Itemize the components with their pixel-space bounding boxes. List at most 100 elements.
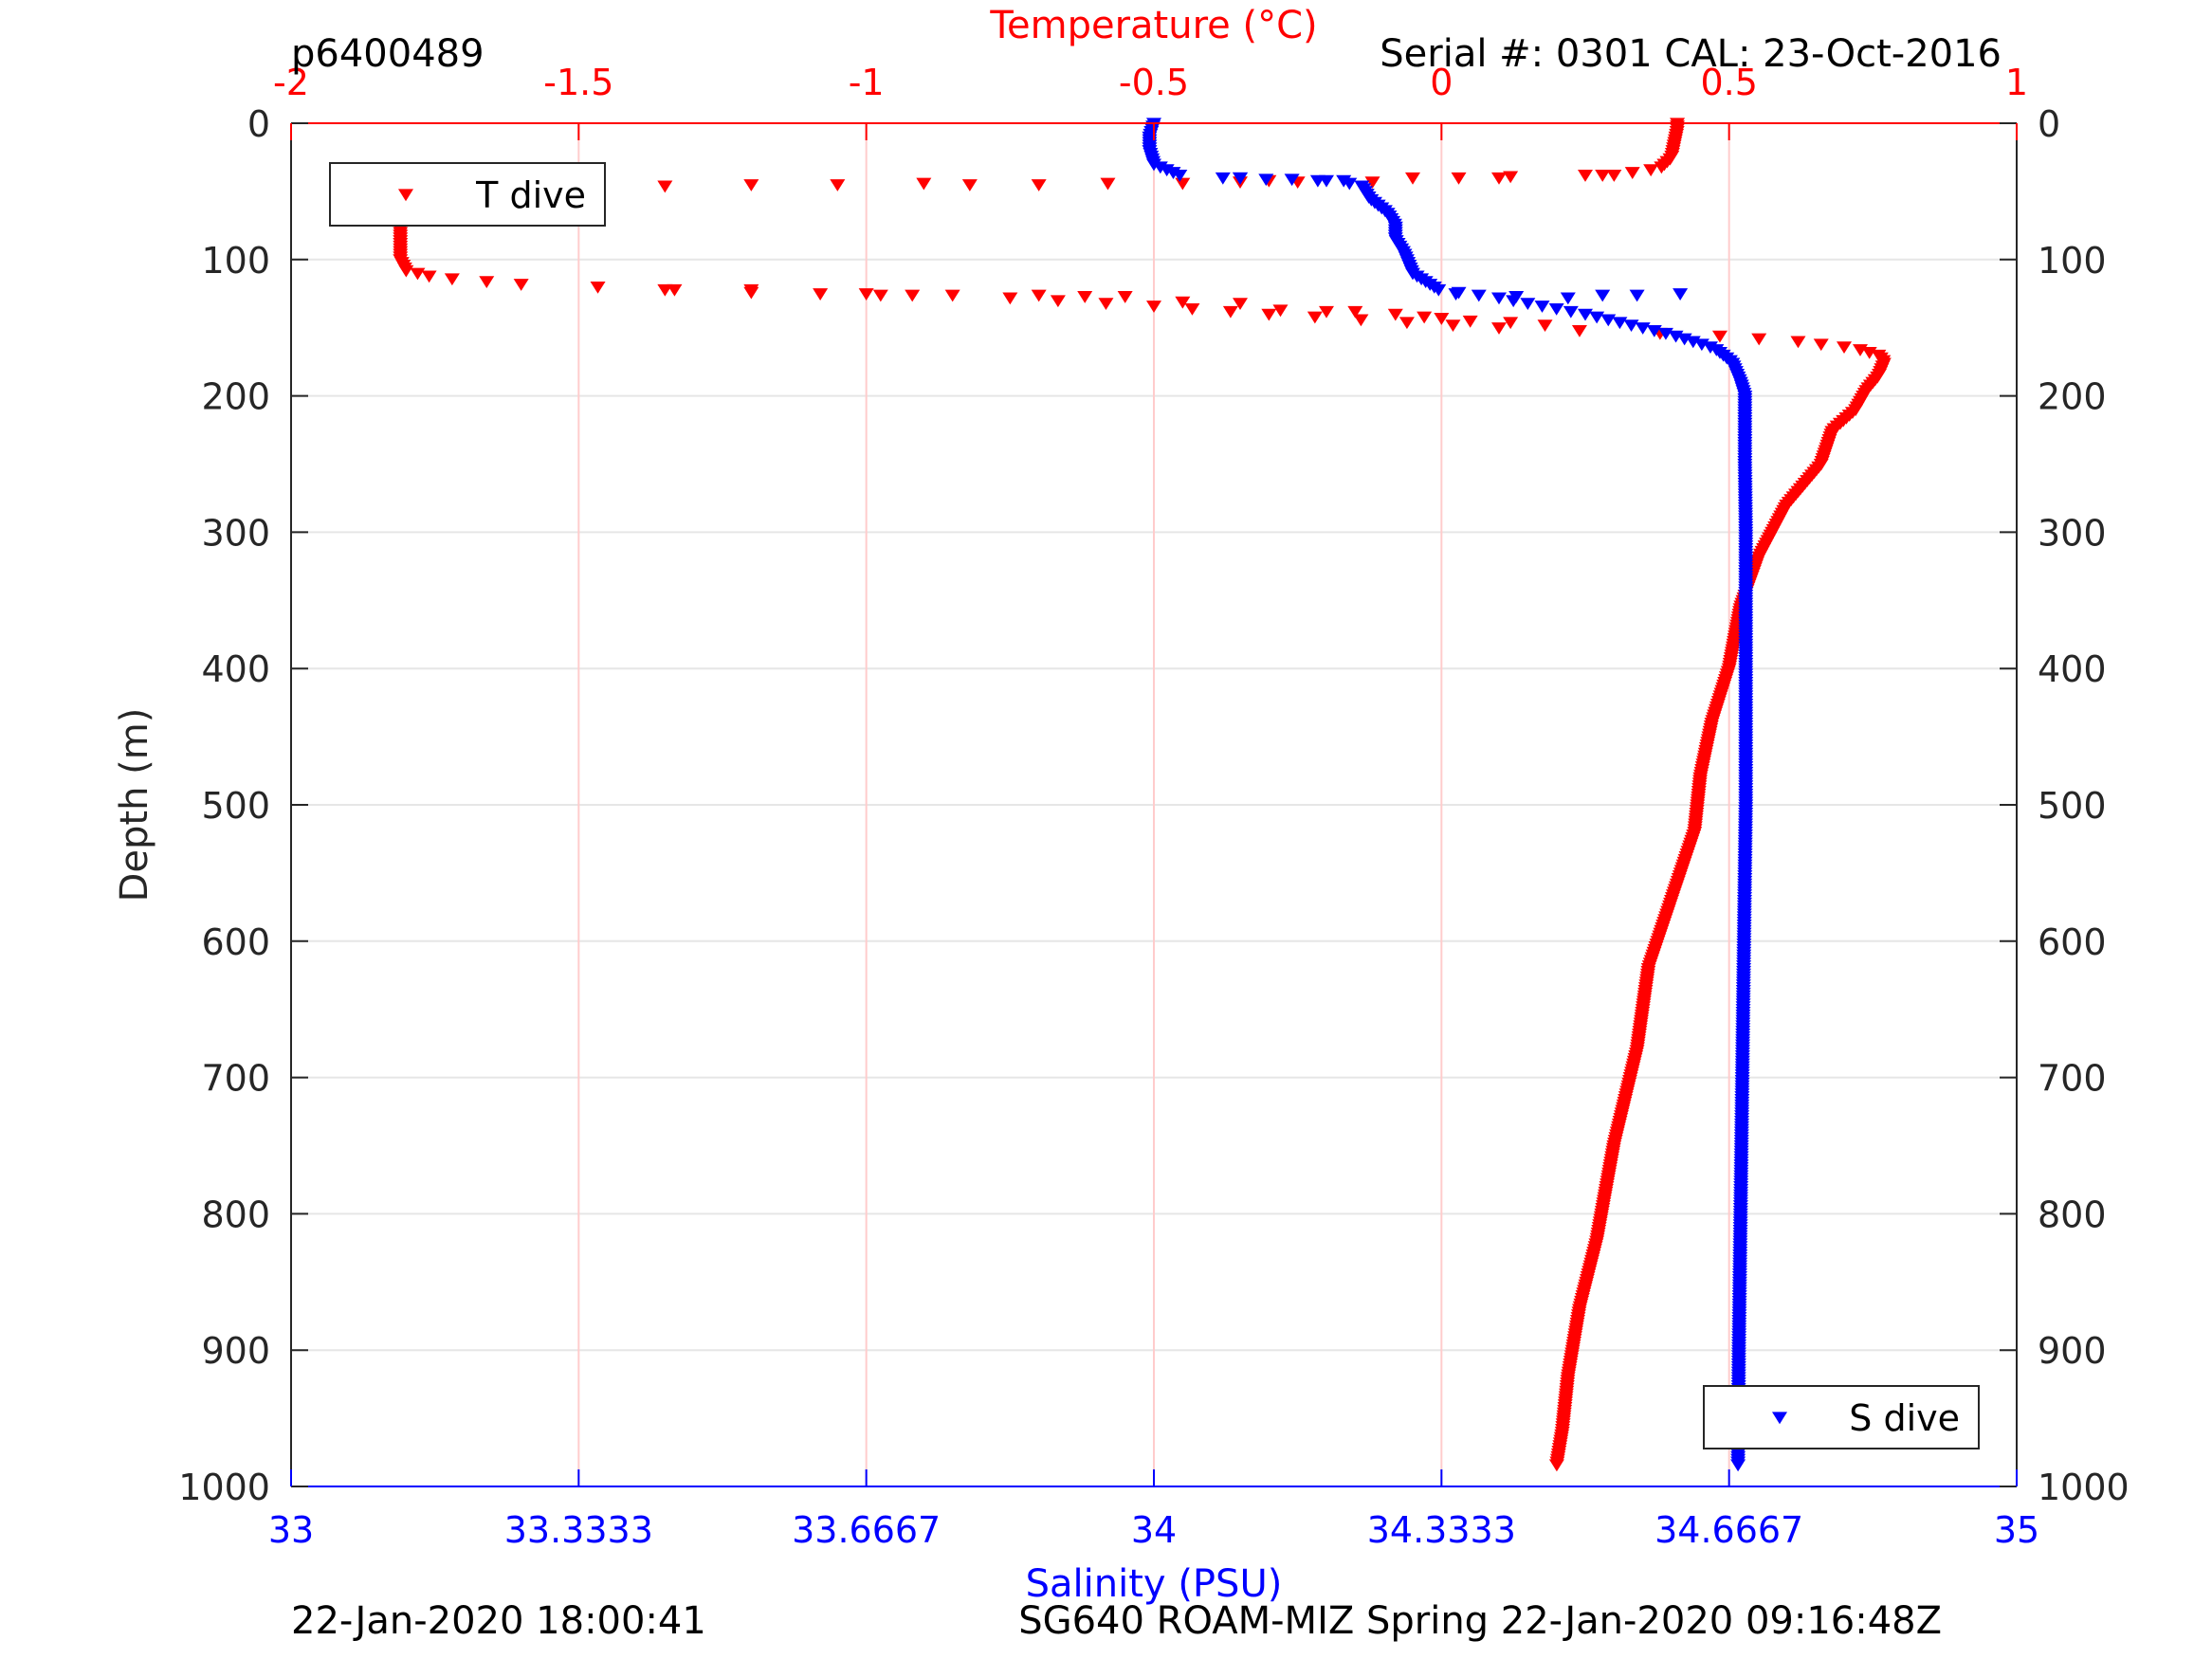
- temperature-series: [393, 118, 1892, 1472]
- temperature-point: [1571, 324, 1587, 337]
- y-tick-label: 0: [2038, 103, 2060, 145]
- y-tick-label: 100: [2038, 240, 2107, 282]
- temperature-point: [421, 270, 437, 283]
- salinity-point: [1284, 173, 1300, 187]
- temperature-point: [1537, 319, 1553, 333]
- y-tick-label: 300: [2038, 512, 2107, 554]
- temperature-point: [1606, 170, 1622, 182]
- temperature-point: [444, 273, 460, 286]
- salinity-point: [1600, 314, 1617, 327]
- salinity-point: [1431, 283, 1447, 297]
- temperature-point: [1711, 330, 1728, 343]
- temperature-point: [1050, 295, 1066, 308]
- y-tick-label: 200: [201, 376, 270, 418]
- salinity-point: [1471, 289, 1487, 302]
- temperature-point: [916, 177, 932, 191]
- y-tick-label: 100: [201, 240, 270, 282]
- temperature-point: [1261, 308, 1277, 321]
- temperature-point: [1077, 291, 1093, 303]
- y-tick-label: 900: [2038, 1330, 2107, 1372]
- salinity-point: [1612, 317, 1628, 330]
- salinity-point: [1673, 288, 1689, 301]
- temperature-point: [1813, 338, 1829, 352]
- temperature-point: [1031, 179, 1047, 191]
- temperature-point: [479, 276, 495, 289]
- temperature-tick-label: -2: [273, 62, 309, 103]
- temperature-axis-label: Temperature (°C): [989, 4, 1317, 47]
- temperature-legend: T dive: [329, 162, 606, 227]
- temperature-point: [410, 267, 426, 281]
- temperature-point: [1405, 172, 1420, 185]
- salinity-point: [1258, 173, 1274, 187]
- y-tick-label: 400: [2038, 648, 2107, 690]
- y-tick-label: 700: [201, 1058, 270, 1100]
- temperature-tick-label: -1: [849, 62, 885, 103]
- axes: 0 0 100 100 200 200 300 300 400 400 500 500 600 600 70…: [113, 4, 2130, 1606]
- temperature-point: [1347, 305, 1363, 319]
- salinity-tick-label: 34: [1131, 1509, 1177, 1551]
- temperature-point: [858, 288, 874, 301]
- salinity-point: [1578, 308, 1593, 321]
- legend-box: [329, 162, 606, 227]
- salinity-point: [1595, 289, 1611, 302]
- temperature-point: [1319, 305, 1334, 319]
- temperature-point: [1307, 311, 1323, 324]
- temperature-point: [667, 283, 683, 297]
- legend-marker: [1772, 1412, 1787, 1425]
- temperature-point: [1503, 317, 1519, 330]
- temperature-point: [657, 283, 673, 297]
- salinity-point: [1233, 172, 1248, 185]
- salinity-point: [1508, 291, 1525, 303]
- temperature-point: [1751, 333, 1767, 346]
- footer-mission-info: SG640 ROAM-MIZ Spring 22-Jan-2020 09:16:…: [1018, 1599, 1942, 1643]
- temperature-point: [1184, 302, 1200, 316]
- temperature-point: [743, 179, 759, 191]
- salinity-point: [1623, 319, 1639, 333]
- temperature-point: [813, 288, 829, 301]
- y-tick-label: 700: [2038, 1058, 2107, 1100]
- temperature-point: [1462, 315, 1478, 328]
- temperature-point: [1491, 322, 1507, 335]
- temperature-point: [1233, 298, 1248, 311]
- temperature-point: [872, 289, 888, 302]
- temperature-point: [1146, 301, 1161, 313]
- salinity-point: [1520, 298, 1536, 311]
- legend-label: T dive: [475, 174, 586, 216]
- salinity-point: [1548, 302, 1564, 316]
- salinity-point: [1629, 289, 1645, 302]
- salinity-point: [1215, 172, 1231, 185]
- temperature-point: [905, 289, 921, 302]
- y-tick-label: 400: [201, 648, 270, 690]
- temperature-tick-label: -0.5: [1119, 62, 1189, 103]
- salinity-point: [1730, 1459, 1746, 1472]
- y-tick-label: 1000: [178, 1467, 270, 1508]
- salinity-tick-label: 35: [1994, 1509, 2039, 1551]
- temperature-point: [1624, 167, 1640, 179]
- salinity-tick-label: 33.6667: [792, 1509, 941, 1551]
- salinity-point: [1563, 305, 1579, 319]
- temperature-point: [1272, 304, 1289, 318]
- temperature-point: [513, 279, 529, 291]
- temperature-point: [1100, 177, 1116, 191]
- temperature-point: [1002, 292, 1018, 305]
- y-tick-label: 500: [2038, 785, 2107, 827]
- temperature-tick-label: 1: [2005, 62, 2028, 103]
- temperature-point: [1595, 170, 1611, 182]
- y-tick-label: 600: [2038, 921, 2107, 963]
- salinity-tick-label: 33.3333: [504, 1509, 653, 1551]
- temperature-point: [1451, 172, 1467, 185]
- salinity-series: [1142, 118, 1754, 1472]
- profile-id: p6400489: [291, 32, 484, 76]
- temperature-point: [830, 179, 846, 191]
- temperature-point: [398, 264, 414, 278]
- grid: [290, 122, 2018, 1487]
- temperature-point: [1398, 317, 1415, 330]
- footer-timestamp: 22-Jan-2020 18:00:41: [291, 1599, 706, 1643]
- temperature-point: [1434, 313, 1450, 325]
- temperature-point: [1417, 311, 1433, 324]
- salinity-point: [1172, 170, 1188, 182]
- y-tick-label: 900: [201, 1330, 270, 1372]
- salinity-point: [1646, 324, 1662, 337]
- salinity-axis-label: Salinity (PSU): [1026, 1562, 1283, 1606]
- y-tick-label: 200: [2038, 376, 2107, 418]
